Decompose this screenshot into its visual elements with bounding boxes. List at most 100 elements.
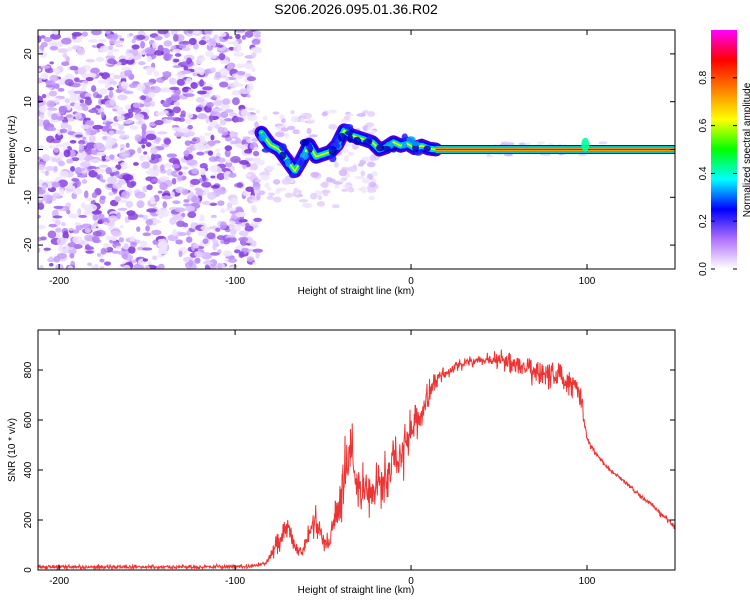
spectrogram-noise-blob [316,200,326,207]
spectrogram-noise-blob [125,200,134,208]
spectrogram-noise-blob [83,190,89,199]
spectrogram-noise-blob [91,210,102,215]
spectrogram-noise-blob [367,188,377,193]
spectrogram-noise-blob [94,168,106,173]
spectrogram-noise-blob [165,97,173,104]
spectrogram-noise-blob [238,236,249,242]
spectrogram-noise-blob [119,134,130,140]
spectrogram-noise-blob [43,247,52,251]
spectrogram-noise-blob [84,227,92,234]
spectrogram-noise-blob [112,182,123,189]
spectrogram-noise-blob [88,135,96,143]
spectrogram-noise-blob [204,33,211,41]
spectrogram-noise-blob [48,263,54,267]
spectrogram-noise-blob [280,127,289,132]
spectrogram-noise-blob [310,171,320,178]
spectrogram-noise-blob [267,186,272,191]
spectrogram-noise-blob [223,127,228,133]
spectrogram-ridge-blob [347,133,353,143]
spectrogram-noise-blob [136,226,141,232]
spectrogram-noise-blob [123,90,134,95]
spectrogram-noise-blob [83,80,89,84]
spectrogram-noise-blob [337,179,346,183]
spectrogram-noise-blob [158,263,165,269]
spectrogram-noise-blob [169,86,180,91]
spectrogram-noise-blob [102,135,108,141]
spectrogram-noise-blob [146,184,153,191]
spectrogram-noise-blob [246,76,256,82]
spectrogram-noise-blob [99,258,105,263]
spectrogram-ridge-blob [338,132,346,142]
spectrogram-noise-blob [38,144,45,151]
spectrogram-noise-blob [128,108,134,114]
spectrogram-noise-blob [76,153,83,157]
spectrogram-noise-blob [211,239,219,244]
spectrogram-noise-blob [90,30,102,36]
spectrogram-noise-blob [149,172,159,177]
spectrogram-noise-blob [95,105,101,109]
spectrogram-noise-blob [134,191,146,199]
spectrogram-noise-blob [185,77,193,85]
spectrogram-noise-blob [198,67,205,76]
spectrogram-noise-blob [141,161,151,169]
spectrogram-noise-blob [172,127,180,132]
spectrogram-noise-blob [248,114,258,122]
spectrogram-noise-blob [128,246,136,254]
spectrogram-noise-blob [290,110,295,115]
spectrogram-noise-blob [246,256,255,262]
spectrogram-noise-blob [361,156,369,161]
spectrogram-noise-blob [146,155,152,161]
spectrogram-noise-blob [299,117,305,123]
spectrogram-noise-blob [49,45,59,51]
spectrogram-noise-blob [136,200,145,209]
colorbar-tick-label: 0.2 [698,214,709,228]
spectrogram-noise-blob [216,167,223,173]
spectrogram-noise-blob [197,113,208,120]
spectrogram-noise-blob [165,116,176,120]
spectrogram-noise-blob [302,112,312,120]
spectrogram-noise-blob [260,174,270,181]
spectrogram-noise-blob [47,110,53,118]
snr-x-tick-label: -200 [49,576,69,587]
spectrogram-ridge-blob [406,136,416,143]
spectrogram-noise-blob [227,236,237,243]
spectrogram-noise-blob [66,46,73,52]
spectrogram-noise-blob [80,160,91,168]
spectrogram-noise-blob [135,83,146,92]
spectrogram-noise-blob [157,44,164,52]
spectrogram-noise-blob [132,102,141,109]
spectrogram-noise-blob [272,111,280,115]
colorbar-tick-label: 0.0 [698,262,709,276]
spectrogram-noise-blob [150,153,156,161]
spectrogram-noise-blob [154,119,164,126]
spectrogram-noise-blob [53,255,61,263]
spectrogram-noise-blob [173,132,184,137]
spectrogram-noise-blob [108,191,115,196]
spectrogram-noise-blob [238,230,249,237]
spectrogram-noise-blob [172,64,182,69]
spectrogram-noise-blob [64,79,74,86]
spectrogram-noise-blob [341,166,349,170]
spectrogram-noise-blob [251,67,256,73]
spectrogram-noise-blob [209,114,214,123]
spectrogram-noise-blob [115,245,122,250]
spectrogram-noise-blob [129,125,139,130]
spectrogram-noise-blob [210,184,220,189]
spectrogram-noise-blob [224,109,234,113]
spectrogram-ridge-blob [343,123,354,130]
spectrogram-noise-blob [145,133,157,141]
spectrogram-ridge-blob [353,136,362,146]
spectrogram-noise-blob [246,94,251,98]
spectrogram-noise-blob [213,172,219,181]
spectrogram-noise-blob [252,150,260,157]
spectrogram-noise-blob [238,251,245,258]
spectrogram-noise-blob [110,99,116,106]
snr-y-tick-label: 400 [23,461,34,478]
spectrogram-noise-blob [42,194,54,202]
spectrogram-noise-blob [81,150,87,159]
spectrogram-noise-blob [48,256,54,261]
spectrogram-noise-blob [228,257,238,263]
spectrogram-noise-blob [198,56,206,62]
spectrogram-noise-blob [106,183,115,188]
